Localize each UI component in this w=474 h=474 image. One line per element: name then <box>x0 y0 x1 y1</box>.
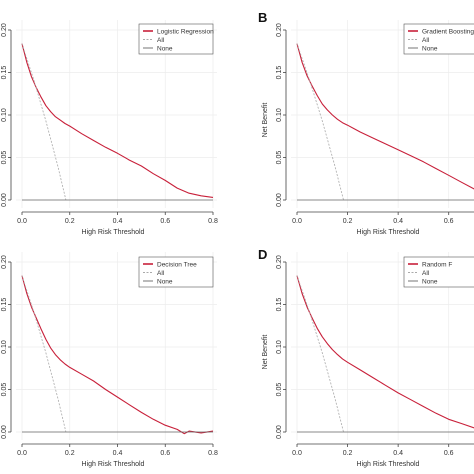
x-tick-label: 0.6 <box>444 218 454 225</box>
model-curve <box>296 43 474 190</box>
x-tick-label: 0.0 <box>17 218 27 225</box>
panel-label: B <box>258 10 267 25</box>
treat-all-curve <box>21 275 67 433</box>
y-tick-label: 0.10 <box>276 108 283 122</box>
legend-box <box>403 256 474 288</box>
x-tick-label: 0.0 <box>292 450 302 457</box>
x-tick-label: 0.2 <box>65 218 75 225</box>
model-curve <box>296 275 474 429</box>
y-tick-label: 0.00 <box>276 193 283 207</box>
y-tick-label: 0.20 <box>276 255 283 269</box>
x-tick-label: 0.2 <box>343 450 353 457</box>
legend-label: All <box>157 270 165 277</box>
y-axis-title: Net Benefit <box>262 335 269 370</box>
legend-label: None <box>422 278 438 285</box>
model-curve <box>21 275 214 435</box>
y-tick-label: 0.20 <box>276 23 283 37</box>
y-tick-label: 0.00 <box>1 425 8 439</box>
x-axis-title: High Risk Threshold <box>357 461 420 468</box>
x-tick-label: 0.8 <box>208 450 218 457</box>
x-tick-label: 0.6 <box>160 450 170 457</box>
x-tick-label: 0.4 <box>393 218 403 225</box>
y-tick-label: 0.05 <box>1 151 8 165</box>
chart-panel-1: 0.00 0.05 0.10 0.15 0.20 0.0 0.2 0.4 0.6 0.8 High … <box>1 20 218 236</box>
legend-box <box>138 23 214 55</box>
y-tick-label: 0.10 <box>276 340 283 354</box>
legend-label: Random F <box>422 261 452 268</box>
y-axis-title: Net Benefit <box>262 103 269 138</box>
y-tick-label: 0.15 <box>276 298 283 312</box>
chart-panel-4: 0.00 0.05 0.10 0.15 0.20 0.0 0.2 0.4 0.6 High Ris… <box>258 247 474 468</box>
y-tick-label: 0.00 <box>1 193 8 207</box>
y-tick-label: 0.10 <box>1 108 8 122</box>
y-tick-label: 0.20 <box>1 23 8 37</box>
x-tick-label: 0.8 <box>208 218 218 225</box>
x-tick-label: 0.2 <box>343 218 353 225</box>
x-tick-label: 0.4 <box>113 218 123 225</box>
y-tick-label: 0.00 <box>276 425 283 439</box>
chart-panel-2: 0.00 0.05 0.10 0.15 0.20 0.0 0.2 0.4 0.6 High Ris… <box>258 10 474 236</box>
y-tick-label: 0.05 <box>276 383 283 397</box>
x-tick-label: 0.2 <box>65 450 75 457</box>
x-axis-title: High Risk Threshold <box>82 461 145 468</box>
legend-label: All <box>422 37 430 44</box>
legend-label: Gradient Boosting <box>422 28 474 35</box>
treat-all-curve <box>296 275 344 433</box>
legend-box <box>138 256 214 288</box>
x-axis-title: High Risk Threshold <box>82 229 145 236</box>
y-tick-label: 0.15 <box>276 66 283 80</box>
x-axis-title: High Risk Threshold <box>357 229 420 236</box>
panel-label: D <box>258 247 267 262</box>
legend-label: All <box>422 270 430 277</box>
legend-label: None <box>157 45 173 52</box>
x-tick-label: 0.0 <box>292 218 302 225</box>
chart-panel-3: 0.00 0.05 0.10 0.15 0.20 0.0 0.2 0.4 0.6 0.8 High … <box>1 252 218 468</box>
x-tick-label: 0.0 <box>17 450 27 457</box>
legend-label: Decision Tree <box>157 261 197 268</box>
legend-label: None <box>157 278 173 285</box>
x-tick-label: 0.4 <box>113 450 123 457</box>
model-curve <box>21 43 214 198</box>
treat-all-curve <box>296 43 344 201</box>
legend-label: All <box>157 37 165 44</box>
legend-label: None <box>422 45 438 52</box>
y-tick-label: 0.20 <box>1 255 8 269</box>
x-tick-label: 0.6 <box>160 218 170 225</box>
x-tick-label: 0.4 <box>393 450 403 457</box>
y-tick-label: 0.15 <box>1 298 8 312</box>
y-tick-label: 0.10 <box>1 340 8 354</box>
y-tick-label: 0.15 <box>1 66 8 80</box>
treat-all-curve <box>21 43 67 201</box>
legend-box <box>403 23 474 55</box>
legend-label: Logistic Regression <box>157 28 214 35</box>
y-tick-label: 0.05 <box>276 151 283 165</box>
x-tick-label: 0.6 <box>444 450 454 457</box>
y-tick-label: 0.05 <box>1 383 8 397</box>
